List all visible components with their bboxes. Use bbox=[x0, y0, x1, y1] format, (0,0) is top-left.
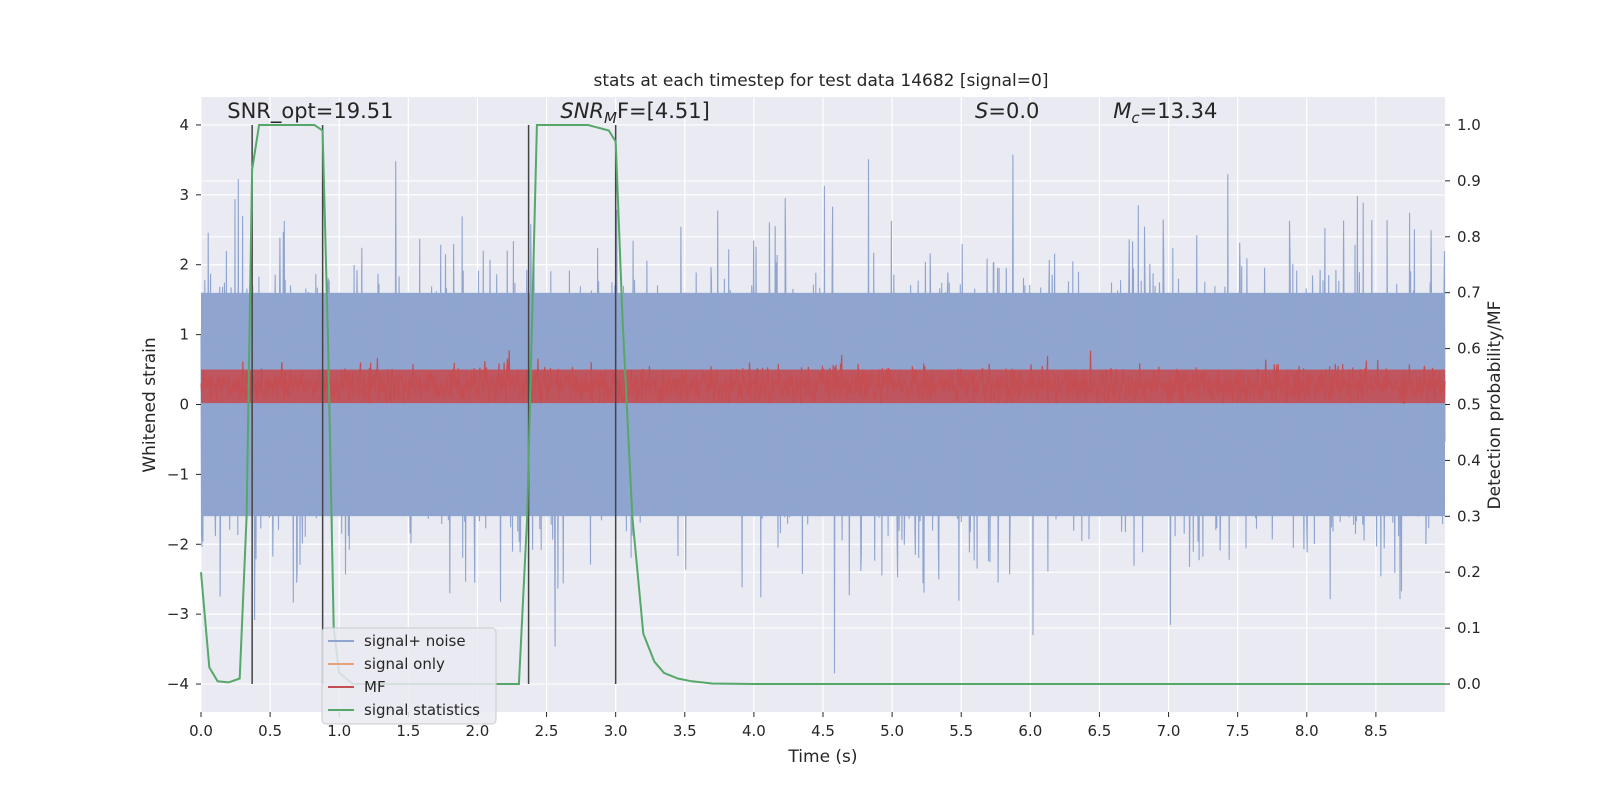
y2-tick-label-4: 0.4 bbox=[1457, 451, 1481, 469]
y2-axis-label: Detection probability/MF bbox=[1485, 301, 1505, 510]
y2-tick-label-8: 0.8 bbox=[1457, 228, 1481, 246]
legend: signal+ noise signal only MF signal statist… bbox=[321, 627, 497, 725]
legend-label-0: signal+ noise bbox=[364, 632, 466, 650]
x-tick-label-0: 0.0 bbox=[189, 722, 213, 740]
x-axis-ticks: 0.0 0.5 1.0 1.5 2.0 2.5 3.0 3.5 4.0 4.5 5.0 5.5 6.0 6… bbox=[189, 712, 1388, 740]
y-tick-label-0: −4 bbox=[167, 675, 189, 693]
y-axis-label: Whitened strain bbox=[140, 337, 160, 472]
annotation-snr-mf: SNRMF=[4.51] bbox=[560, 99, 709, 127]
y-tick-label-5: 1 bbox=[179, 326, 189, 344]
legend-label-2: MF bbox=[364, 678, 386, 696]
x-tick-label-13: 6.5 bbox=[1088, 722, 1112, 740]
signal-statistics-series bbox=[200, 124, 1445, 685]
y2-tick-label-2: 0.2 bbox=[1457, 563, 1481, 581]
x-tick-label-15: 7.5 bbox=[1226, 722, 1250, 740]
x-tick-label-9: 4.5 bbox=[811, 722, 835, 740]
y2-tick-label-6: 0.6 bbox=[1457, 340, 1481, 358]
x-tick-label-1: 0.5 bbox=[258, 722, 282, 740]
signal-noise-series bbox=[200, 154, 1446, 674]
y-tick-label-6: 2 bbox=[179, 256, 189, 274]
y-axis-ticks: −4 −3 −2 −1 0 1 2 3 4 bbox=[167, 116, 201, 693]
x-tick-label-11: 5.5 bbox=[949, 722, 973, 740]
x-tick-label-4: 2.0 bbox=[466, 722, 490, 740]
mf-series bbox=[200, 350, 1446, 404]
x-axis-label: Time (s) bbox=[787, 747, 857, 767]
y2-tick-label-10: 1.0 bbox=[1457, 116, 1481, 134]
x-tick-label-6: 3.0 bbox=[604, 722, 628, 740]
x-tick-label-17: 8.5 bbox=[1364, 722, 1388, 740]
legend-box bbox=[321, 627, 497, 725]
y-tick-label-3: −1 bbox=[167, 465, 189, 483]
annotation-s-value: S=0.0 bbox=[975, 99, 1039, 123]
y-tick-label-8: 4 bbox=[179, 116, 189, 134]
annotation-mc-value: Mc=13.34 bbox=[1113, 99, 1217, 127]
y-tick-label-4: 0 bbox=[179, 396, 189, 414]
x-tick-label-7: 3.5 bbox=[673, 722, 697, 740]
x-tick-label-3: 1.5 bbox=[396, 722, 420, 740]
x-tick-label-2: 1.0 bbox=[327, 722, 351, 740]
signal-statistics-line bbox=[200, 124, 1445, 685]
y2-tick-label-0: 0.0 bbox=[1457, 675, 1481, 693]
annotations: SNR_opt=19.51 SNRMF=[4.51] S=0.0 Mc=13.34 bbox=[227, 99, 1217, 127]
x-tick-label-14: 7.0 bbox=[1157, 722, 1181, 740]
x-tick-label-10: 5.0 bbox=[880, 722, 904, 740]
legend-label-1: signal only bbox=[364, 655, 445, 673]
y-tick-label-2: −2 bbox=[167, 535, 189, 553]
y2-tick-label-1: 0.1 bbox=[1457, 619, 1481, 637]
x-tick-label-12: 6.0 bbox=[1018, 722, 1042, 740]
x-tick-label-5: 2.5 bbox=[535, 722, 559, 740]
mf-line bbox=[200, 350, 1446, 404]
annotation-snr-opt: SNR_opt=19.51 bbox=[227, 99, 393, 124]
y-tick-label-7: 3 bbox=[179, 186, 189, 204]
chart-title: stats at each timestep for test data 146… bbox=[594, 71, 1049, 91]
y2-axis-ticks: 0.0 0.1 0.2 0.3 0.4 0.5 0.6 0.7 0.8 0.9 1.0 bbox=[1445, 116, 1481, 693]
x-tick-label-8: 4.0 bbox=[742, 722, 766, 740]
y2-tick-label-3: 0.3 bbox=[1457, 507, 1481, 525]
y2-tick-label-7: 0.7 bbox=[1457, 284, 1481, 302]
y2-tick-label-5: 0.5 bbox=[1457, 396, 1481, 414]
y2-tick-label-9: 0.9 bbox=[1457, 172, 1481, 190]
legend-label-3: signal statistics bbox=[364, 701, 480, 719]
plot-layers bbox=[200, 124, 1446, 685]
x-tick-label-16: 8.0 bbox=[1295, 722, 1319, 740]
y-tick-label-1: −3 bbox=[167, 605, 189, 623]
